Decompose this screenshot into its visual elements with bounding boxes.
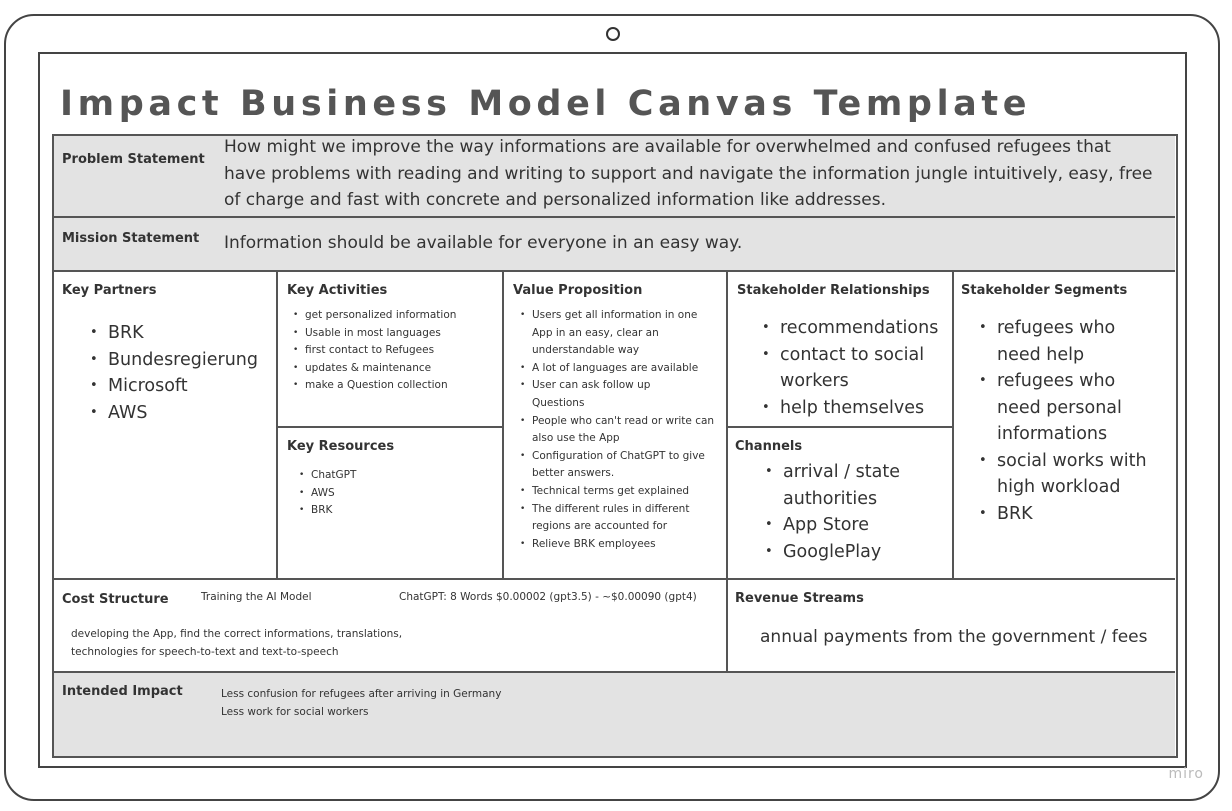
list-item: BRK [297,502,356,520]
key-partners-label: Key Partners [62,283,157,298]
key-activities-label: Key Activities [287,283,388,298]
page-title: Impact Business Model Canvas Template [60,84,1032,124]
list-item: social works with high workload [977,448,1167,501]
value-proposition-list: Users get all information in one App in … [518,307,718,553]
list-item: Users get all information in one App in … [518,307,718,360]
channels-list: arrival / state authorities App Store Go… [763,459,923,565]
intended-impact-text: Less confusion for refugees after arrivi… [221,688,502,700]
list-item: first contact to Refugees [291,342,496,360]
list-item: refugees who need personal informations [977,368,1157,448]
divider [278,426,502,428]
stakeholder-relationships-label: Stakeholder Relationships [737,283,930,298]
divider [502,270,504,580]
cost-structure-text: developing the App, find the correct inf… [71,628,403,640]
value-proposition-label: Value Proposition [513,283,643,298]
key-partners-list: BRK Bundesregierung Microsoft AWS [88,320,258,426]
problem-statement-label: Problem Statement [62,152,205,167]
list-item: help themselves [760,395,950,422]
divider [54,270,1175,272]
mission-statement-cell [54,217,1175,270]
intended-impact-label: Intended Impact [62,684,183,699]
stakeholder-segments-label: Stakeholder Segments [961,283,1128,298]
cost-structure-note: ChatGPT: 8 Words $0.00002 (gpt3.5) - ~$0… [399,591,697,603]
divider [54,578,1175,580]
miro-watermark: miro [1168,766,1204,782]
mission-statement-text: Information should be available for ever… [224,233,743,253]
business-model-canvas: Problem Statement How might we improve t… [52,134,1178,758]
list-item: AWS [88,400,258,427]
divider [726,270,728,673]
intended-impact-cell [54,672,1175,756]
key-resources-list: ChatGPT AWS BRK [297,467,356,520]
list-item: People who can't read or write can also … [518,413,718,448]
list-item: Bundesregierung [88,347,258,374]
divider [54,671,1175,673]
list-item: BRK [88,320,258,347]
problem-statement-cell [54,136,1175,217]
divider [54,216,1175,218]
list-item: App Store [763,512,923,539]
list-item: A lot of languages are available [518,360,718,378]
cost-structure-note: Training the AI Model [201,591,312,603]
divider [728,426,954,428]
list-item: contact to social workers [760,342,930,395]
list-item: AWS [297,485,356,503]
channels-label: Channels [735,439,803,454]
list-item: get personalized information [291,307,496,325]
divider [952,270,954,580]
list-item: make a Question collection [291,377,496,395]
list-item: Usable in most languages [291,325,496,343]
cost-structure-label: Cost Structure [62,592,169,607]
mission-statement-label: Mission Statement [62,231,200,246]
key-resources-label: Key Resources [287,439,395,454]
stakeholder-relationships-list: recommendations contact to social worker… [760,315,950,421]
list-item: Technical terms get explained [518,483,718,501]
list-item: User can ask follow up Questions [518,377,692,412]
cost-structure-text: technologies for speech-to-text and text… [71,646,339,658]
revenue-streams-text: annual payments from the government / fe… [760,627,1148,647]
revenue-streams-label: Revenue Streams [735,591,864,606]
intended-impact-text: Less work for social workers [221,706,369,718]
list-item: The different rules in different regions… [518,501,718,536]
list-item: ChatGPT [297,467,356,485]
list-item: arrival / state authorities [763,459,903,512]
list-item: Configuration of ChatGPT to give better … [518,448,712,483]
list-item: refugees who need help [977,315,1127,368]
key-activities-list: get personalized information Usable in m… [291,307,496,395]
list-item: BRK [977,501,1167,528]
problem-statement-text: How might we improve the way information… [224,137,1153,210]
divider [276,270,278,580]
list-item: Relieve BRK employees [518,536,718,554]
list-item: updates & maintenance [291,360,496,378]
list-item: Microsoft [88,373,258,400]
stakeholder-segments-list: refugees who need help refugees who need… [977,315,1167,527]
list-item: recommendations [760,315,950,342]
camera-icon [606,27,620,41]
list-item: GooglePlay [763,539,923,566]
